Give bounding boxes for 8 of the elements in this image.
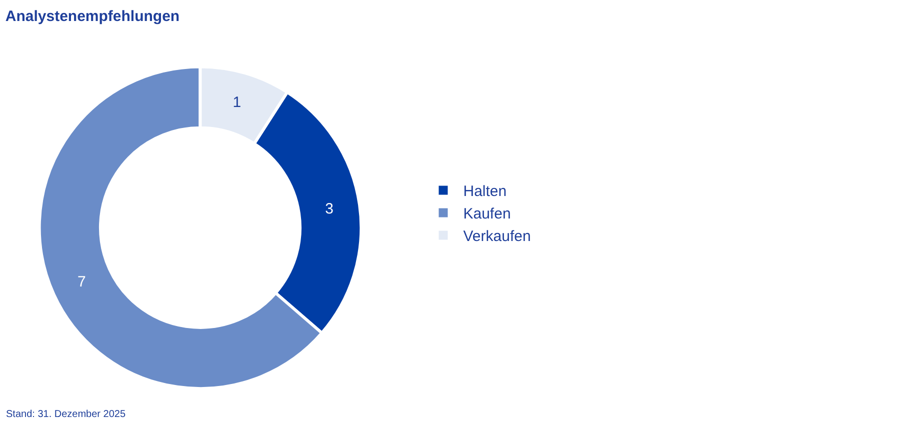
chart-title: Analystenempfehlungen [5, 8, 180, 26]
legend-label: Verkaufen [463, 228, 531, 246]
data-label: 1 [232, 94, 242, 112]
legend-label: Halten [463, 183, 507, 200]
data-label: 3 [325, 200, 334, 218]
data-label: 7 [77, 273, 86, 290]
legend-label: Kaufen [463, 206, 511, 223]
text: Stand: 31. Dezember 2025 [6, 409, 126, 420]
